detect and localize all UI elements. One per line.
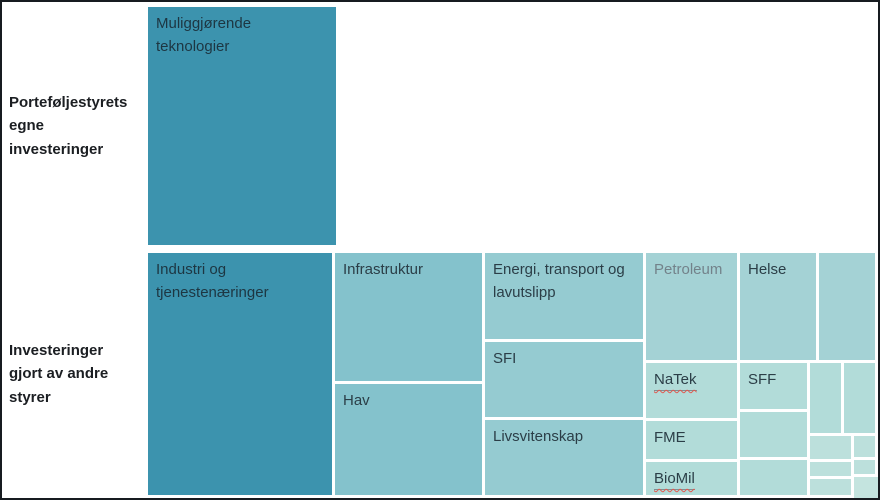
- treemap-node-unlabeled[interactable]: [810, 462, 851, 476]
- treemap-node-unlabeled[interactable]: [740, 460, 807, 495]
- treemap-node-hav[interactable]: Hav: [335, 384, 482, 495]
- node-label: Helse: [748, 261, 787, 278]
- treemap-node-unlabeled[interactable]: [810, 436, 851, 459]
- node-label: Livsvitenskap: [493, 428, 584, 445]
- node-label: SFF: [748, 371, 777, 388]
- node-label: Hav: [343, 392, 370, 409]
- node-label: BioMil: [654, 470, 695, 490]
- treemap-node-sfi[interactable]: SFI: [485, 342, 643, 417]
- treemap-node-sff[interactable]: SFF: [740, 363, 807, 409]
- treemap-node-unlabeled[interactable]: [844, 363, 875, 433]
- treemap-node-energi-transport-og-lavutslipp[interactable]: Energi, transport og lavutslipp: [485, 253, 643, 339]
- node-label: Muliggjørende teknologier: [156, 15, 252, 55]
- node-label: SFI: [493, 350, 517, 367]
- treemap-node-petroleum[interactable]: Petroleum: [646, 253, 737, 360]
- treemap-node-unlabeled[interactable]: [810, 363, 841, 433]
- treemap-node-unlabeled[interactable]: [740, 412, 807, 457]
- row-label-text: Investeringer gjort av andre styrer: [9, 342, 109, 406]
- row-label-investeringer-gjort-av-andre-styrer: Investeringer gjort av andre styrer: [2, 253, 140, 495]
- node-label: Energi, transport og lavutslipp: [493, 261, 625, 301]
- treemap-node-biomil[interactable]: BioMil: [646, 462, 737, 495]
- treemap-node-unlabeled[interactable]: [819, 253, 875, 360]
- treemap-node-unlabeled[interactable]: [866, 487, 878, 498]
- treemap-node-unlabeled[interactable]: [854, 436, 875, 457]
- treemap-node-unlabeled[interactable]: [854, 460, 875, 474]
- treemap-node-infrastruktur[interactable]: Infrastruktur: [335, 253, 482, 381]
- treemap-node-muliggjorende-teknologier[interactable]: Muliggjørende teknologier: [148, 7, 336, 245]
- node-label: Petroleum: [654, 261, 723, 278]
- treemap-node-livsvitenskap[interactable]: Livsvitenskap: [485, 420, 643, 495]
- treemap-node-natek[interactable]: NaTek: [646, 363, 737, 418]
- row-label-portefoljestyrets-egne-investeringer: Porteføljestyrets egne investeringer: [2, 7, 140, 245]
- treemap-node-fme[interactable]: FME: [646, 421, 737, 459]
- treemap-node-unlabeled[interactable]: [866, 477, 878, 489]
- node-label: NaTek: [654, 371, 697, 391]
- node-label: Infrastruktur: [343, 261, 424, 278]
- treemap-node-unlabeled[interactable]: [810, 479, 851, 495]
- node-label: Industri og tjenestenæringer: [156, 261, 269, 301]
- treemap-node-helse[interactable]: Helse: [740, 253, 816, 360]
- node-label: FME: [654, 429, 686, 446]
- treemap-node-industri-og-tjenestenaeringer[interactable]: Industri og tjenestenæringer: [148, 253, 332, 495]
- row-label-text: Porteføljestyrets egne investeringer: [9, 94, 128, 158]
- treemap-node-unlabeled[interactable]: [854, 487, 870, 498]
